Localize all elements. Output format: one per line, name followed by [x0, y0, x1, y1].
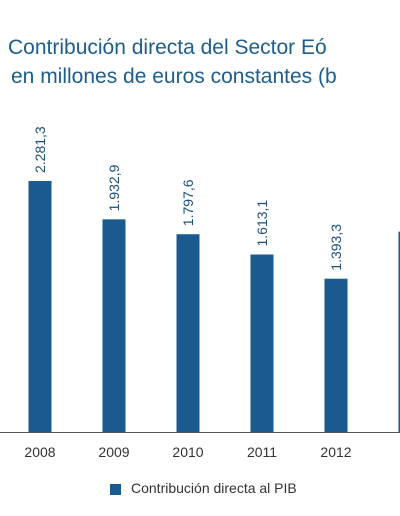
data-label-2008: 2.281,3 — [32, 126, 48, 173]
data-label-2010: 1.797,6 — [180, 179, 196, 226]
chart-title-line-2: en millones de euros constantes (b — [11, 65, 337, 88]
bar-2010 — [176, 234, 200, 432]
bar-2012 — [324, 278, 348, 432]
x-tick-label-2010: 2010 — [172, 444, 203, 460]
bar-2011 — [250, 254, 274, 432]
x-tick-label-2012: 2012 — [320, 444, 351, 460]
legend-swatch — [110, 484, 121, 495]
chart-title-line-1: Contribución directa del Sector Eó — [8, 36, 327, 59]
x-tick-label-2009: 2009 — [98, 444, 129, 460]
bar-chart: 2.281,3 2008 1.932,9 2009 1.797,6 2010 1.613,1… — [0, 126, 400, 460]
x-tick-label-2008: 2008 — [24, 444, 55, 460]
bar-2009 — [102, 219, 126, 432]
bar-2008 — [28, 181, 52, 432]
legend-label: Contribución directa al PIB — [131, 480, 297, 496]
data-label-2012: 1.393,3 — [328, 224, 344, 271]
data-label-2009: 1.932,9 — [106, 164, 122, 211]
x-tick-label-2011: 2011 — [247, 444, 277, 460]
chart-legend: Contribución directa al PIB — [0, 478, 400, 502]
data-label-2011: 1.613,1 — [254, 200, 270, 247]
bar-20 — [398, 231, 400, 432]
chart-title: Contribución directa del Sector Eó en mi… — [0, 33, 400, 91]
